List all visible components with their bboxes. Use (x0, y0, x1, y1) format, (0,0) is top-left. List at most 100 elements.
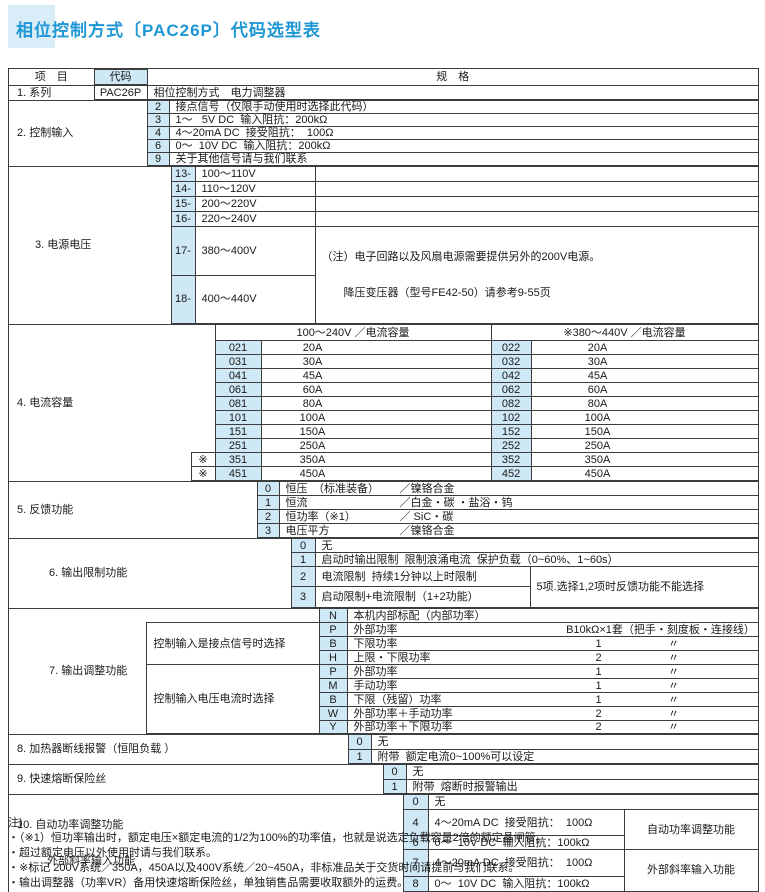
code-cell: Y (318, 720, 348, 734)
spec-cell: 恒流 ／白金・碳 ・盐浴・钨 (278, 495, 759, 510)
footnote-item: ・输出调整器（功率VR）备用快速熔断保险丝，单独销售品需要收取额外的运费。 (8, 877, 409, 889)
spacer (315, 196, 758, 212)
feedback-label: 5. 反馈功能 (17, 503, 74, 516)
spacer (191, 397, 215, 411)
spec-cell: 无 (314, 538, 759, 553)
footnote-item: ・（※1）恒功率输出时，额定电压×额定电流的1/2为100%的功率值，也就是说选… (8, 832, 547, 844)
section-fast-fuse: 9. 快速熔断保险丝 0 无 1 附带 熔断时报警输出 (9, 764, 759, 794)
spec-cell: 电压平方 ／镍铬合金 (278, 523, 759, 538)
series-spec: 相位控制方式 电力调整器 (146, 85, 759, 100)
voltage-note-line1: （注）电子回路以及风扇电源需要提供另外的200V电源。 (321, 251, 601, 263)
spec-cell: 4～20mA DC 接受阻抗： 100Ω (168, 126, 759, 140)
amp-cell: 350A (530, 452, 759, 467)
series-label: 1. 系列 (17, 86, 52, 99)
amp-cell: 60A (530, 382, 759, 397)
amp-cell: 450A (530, 466, 759, 481)
code-cell: 1 (290, 552, 316, 567)
section-supply-voltage: 3. 电源电压 13- 100～110V 14- 110～120V 15- 200～… (9, 166, 759, 324)
spec-column-header: 规 格 (146, 69, 758, 85)
code-cell: 13- (170, 166, 196, 182)
spacer (191, 439, 215, 453)
spacer (315, 167, 758, 182)
code-cell: 042 (490, 368, 532, 383)
amp-cell: 45A (530, 368, 759, 383)
code-cell: 352 (490, 452, 532, 467)
spec-cell: 启动限制+电流限制（1+2功能） (314, 586, 531, 608)
code-cell: 0 (402, 794, 429, 810)
fast-fuse-label: 9. 快速熔断保险丝 (17, 773, 107, 786)
amp-cell: 20A (260, 340, 492, 355)
amp-cell: 450A (260, 466, 492, 481)
code-cell: 351 (214, 452, 262, 467)
code-cell: 451 (214, 466, 262, 481)
code-cell: 9 (146, 152, 170, 166)
spec-cell: 下限（残留）功率 1 〃 (346, 692, 759, 707)
amp-cell: 80A (530, 396, 759, 411)
spacer (191, 325, 215, 341)
spec-cell: 0～ 10V DC 输入阻抗：100kΩ (427, 875, 625, 892)
code-cell: B (318, 692, 348, 707)
spec-cell: 下限功率 1 〃 (346, 636, 759, 651)
page-title: 相位控制方式〔PAC26P〕代码选型表 (16, 21, 321, 40)
code-cell: 16- (170, 211, 196, 227)
amp-cell: 250A (260, 438, 492, 453)
code-cell: B (318, 636, 348, 651)
nonstandard-mark: ※ (190, 452, 216, 467)
auto-power-label: 10. 自动功率调整功能 外部斜率输入功能 (9, 795, 403, 892)
code-cell: 14- (170, 181, 196, 197)
spec-cell: 恒压 （标准装备） ／镍铬合金 (278, 481, 759, 496)
code-cell: P (318, 622, 348, 637)
spec-cell: 接点信号（仅限手动使用时选择此代码） (168, 100, 759, 114)
section-auto-power: 10. 自动功率调整功能 外部斜率输入功能 0 无 4 4～20mA DC 接受… (9, 794, 759, 892)
spec-cell: 4～20mA DC 接受阻抗： 100Ω (427, 808, 625, 837)
code-cell: W (318, 706, 348, 721)
code-cell: 2 (256, 509, 280, 524)
spacer (191, 411, 215, 425)
voltage-cell: 380～400V (194, 226, 316, 276)
voltage-cell: 220～240V (194, 211, 316, 227)
code-cell: 152 (490, 424, 532, 439)
title-highlight-square (8, 5, 55, 48)
auto-power-label-line1: 10. 自动功率调整功能 (17, 819, 124, 831)
spec-cell: 无 (405, 764, 759, 780)
code-cell: 021 (214, 340, 262, 355)
amp-cell: 80A (260, 396, 492, 411)
code-cell: M (318, 678, 348, 693)
section-series: 1. 系列 PAC26P 相位控制方式 电力调整器 (9, 85, 759, 100)
code-cell: 3 (290, 586, 316, 608)
voltage-note-line2: 降压变压器（型号FE42-50）请参考9-55页 (343, 287, 551, 299)
external-slope-group-label: 外部斜率输入功能 (623, 849, 759, 892)
spacer (146, 609, 319, 623)
spec-cell: 手动功率 1 〃 (346, 678, 759, 693)
current-header-right: ※380～440V ／电流容量 (490, 324, 759, 341)
footnote-item: ・超过额定电压以外使用时请与我们联系。 (8, 847, 217, 859)
amp-cell: 30A (260, 354, 492, 369)
code-cell: 452 (490, 466, 532, 481)
code-cell: 251 (214, 438, 262, 453)
amp-cell: 150A (530, 424, 759, 439)
code-cell: 17- (170, 226, 196, 276)
section-output-adjustment: 7. 输出调整功能 N 本机内部标配（内部功率） 控制输入是接点信号时选择 P … (9, 608, 759, 734)
amp-cell: 150A (260, 424, 492, 439)
section-heater-break-alarm: 8. 加热器断线报警（恒阻负载 ） 0 无 1 附带 额定电流0~100%可以设定 (9, 734, 759, 764)
code-cell: 1 (256, 495, 280, 510)
section-current-capacity: 4. 电流容量 100～240V ／电流容量 ※380～440V ／电流容量 0… (9, 324, 759, 481)
section-control-input: 2. 控制输入 2 接点信号（仅限手动使用时选择此代码） 3 1～ 5V DC 输… (9, 100, 759, 166)
spec-cell: 上限・下限功率 2 〃 (346, 650, 759, 665)
auto-power-group-label: 自动功率调整功能 (623, 808, 759, 851)
code-cell: 3 (146, 113, 170, 127)
code-cell: 6 (146, 139, 170, 153)
spacer (191, 355, 215, 369)
spec-cell: 无 (370, 734, 759, 750)
output-adjustment-label: 7. 输出调整功能 (49, 665, 128, 678)
code-cell: 0 (347, 734, 372, 750)
spec-cell: 4～20mA DC 接受阻抗： 100Ω (427, 849, 625, 877)
spacer (315, 211, 758, 227)
code-cell: 1 (382, 779, 407, 794)
current-capacity-label: 4. 电流容量 (17, 396, 74, 409)
vr-kit-spec: B10kΩ×1套（把手・刻度板・连接线） (566, 623, 755, 636)
code-cell: 032 (490, 354, 532, 369)
code-column-header: 代码 (93, 69, 148, 85)
nonstandard-mark: ※ (190, 466, 216, 481)
